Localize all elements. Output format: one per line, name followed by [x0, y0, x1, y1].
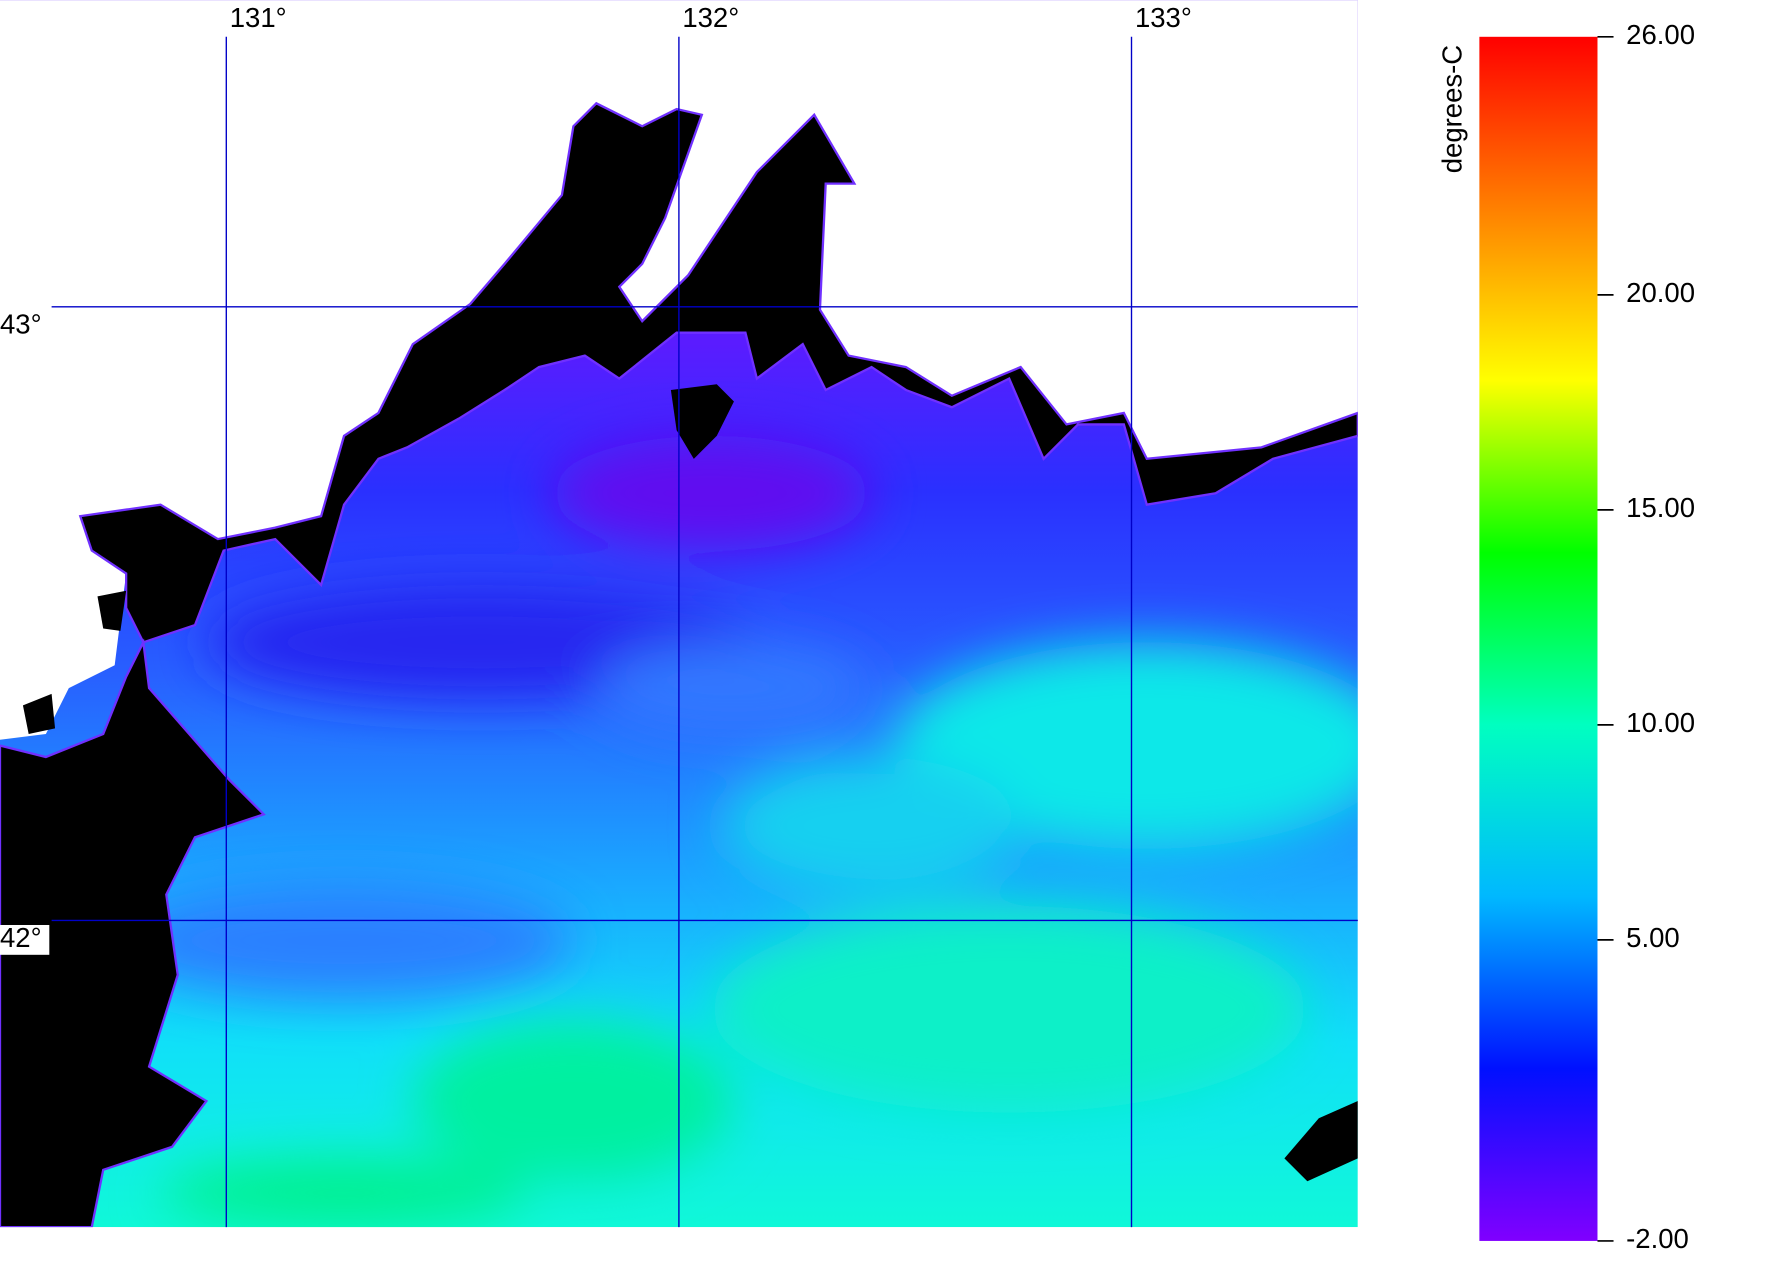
colorbar-tick-label: 26.00: [1626, 19, 1695, 50]
land: [1284, 1101, 1358, 1182]
land: [0, 638, 266, 1228]
lat-tick-label: 43°: [0, 309, 42, 340]
colorbar-tick-label: 10.00: [1626, 707, 1695, 738]
sea-texture: [114, 435, 1358, 1228]
land: [78, 101, 1358, 644]
colorbar-tick-label: 5.00: [1626, 922, 1680, 953]
lon-tick-label: 132°: [682, 2, 739, 33]
colorbar-tick-label: 20.00: [1626, 277, 1695, 308]
map-image: [0, 0, 1358, 1228]
colorbar-tick-label: 15.00: [1626, 492, 1695, 523]
colorbar-tick-label: -2.00: [1626, 1223, 1689, 1254]
lat-tick-label: 42°: [0, 922, 42, 953]
lat-label-bg: [0, 311, 50, 342]
island: [97, 590, 127, 631]
island: [22, 693, 56, 735]
lon-tick-label: 131°: [230, 2, 287, 33]
colorbar-label: degrees-C: [1436, 45, 1467, 173]
no-data-region: [0, 0, 1358, 740]
lat-label-bg: [0, 924, 50, 955]
colorbar: [1479, 36, 1598, 1241]
island: [670, 384, 734, 459]
graticule: [0, 36, 1358, 1228]
lon-tick-label: 133°: [1135, 2, 1192, 33]
